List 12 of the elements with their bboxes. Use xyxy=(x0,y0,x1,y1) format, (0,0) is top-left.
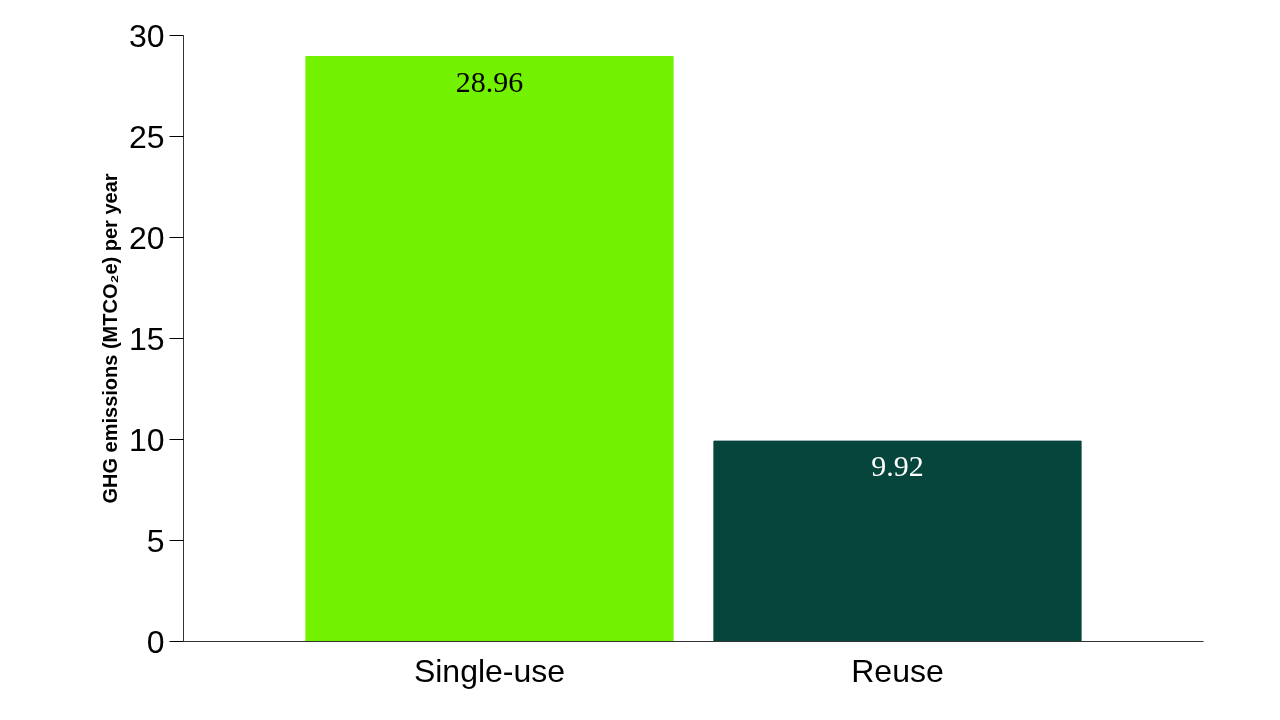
data-label: 28.96 xyxy=(455,64,524,98)
y-tick-label: 20 xyxy=(128,219,165,256)
y-tick-label: 30 xyxy=(128,17,165,54)
x-tick-label: Single-use xyxy=(413,652,566,689)
y-tick-label: 15 xyxy=(128,320,165,357)
y-tick-label: 0 xyxy=(146,623,165,660)
y-axis-title: GHG emissions (MTCO₂e) per year xyxy=(98,173,121,504)
y-tick-label: 25 xyxy=(128,118,165,155)
x-tick-label: Reuse xyxy=(851,652,944,689)
y-tick-label: 10 xyxy=(128,421,165,458)
y-tick-label: 5 xyxy=(146,522,165,559)
data-label: 9.92 xyxy=(871,449,924,483)
